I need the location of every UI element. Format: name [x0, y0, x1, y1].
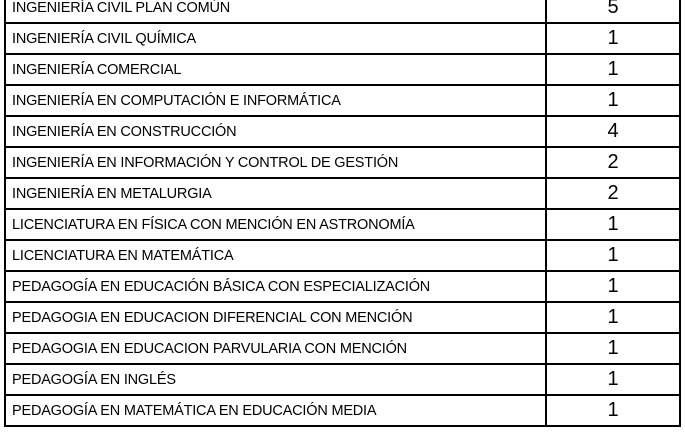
program-name: LICENCIATURA EN FÍSICA CON MENCIÓN EN AS…: [4, 208, 547, 241]
program-count: 1: [545, 363, 681, 396]
program-count: 1: [545, 301, 681, 334]
program-name: LICENCIATURA EN MATEMÁTICA: [4, 239, 547, 272]
program-name: PEDAGOGÍA EN INGLÉS: [4, 363, 547, 396]
program-name: INGENIERÍA EN METALURGIA: [4, 177, 547, 210]
table-row: INGENIERÍA COMERCIAL 1: [4, 53, 681, 86]
table-row: PEDAGOGÍA EN EDUCACIÓN BÁSICA CON ESPECI…: [4, 270, 681, 303]
program-count: 1: [545, 208, 681, 241]
program-count: 5: [545, 0, 681, 24]
table-row: INGENIERÍA EN INFORMACIÓN Y CONTROL DE G…: [4, 146, 681, 179]
table-row: INGENIERÍA EN COMPUTACIÓN E INFORMÁTICA 1: [4, 84, 681, 117]
program-name: INGENIERÍA CIVIL PLAN COMÚN: [4, 0, 547, 24]
table-row: INGENIERÍA EN METALURGIA 2: [4, 177, 681, 210]
table-row: INGENIERÍA CIVIL QUÍMICA 1: [4, 22, 681, 55]
program-name: INGENIERÍA CIVIL QUÍMICA: [4, 22, 547, 55]
program-count: 2: [545, 177, 681, 210]
table: INGENIERÍA CIVIL PLAN COMÚN 5 INGENIERÍA C…: [4, 0, 681, 427]
program-count: 1: [545, 270, 681, 303]
table-row: LICENCIATURA EN FÍSICA CON MENCIÓN EN AS…: [4, 208, 681, 241]
program-name: INGENIERÍA EN COMPUTACIÓN E INFORMÁTICA: [4, 84, 547, 117]
table-row: PEDAGOGÍA EN MATEMÁTICA EN EDUCACIÓN MED…: [4, 394, 681, 427]
program-name: PEDAGOGIA EN EDUCACION DIFERENCIAL CON M…: [4, 301, 547, 334]
program-count: 2: [545, 146, 681, 179]
program-count: 4: [545, 115, 681, 148]
program-name: INGENIERÍA EN CONSTRUCCIÓN: [4, 115, 547, 148]
program-name: INGENIERÍA EN INFORMACIÓN Y CONTROL DE G…: [4, 146, 547, 179]
program-count: 1: [545, 239, 681, 272]
program-count: 1: [545, 53, 681, 86]
program-count: 1: [545, 22, 681, 55]
table-row: PEDAGOGÍA EN INGLÉS 1: [4, 363, 681, 396]
table-row: INGENIERÍA CIVIL PLAN COMÚN 5: [4, 0, 681, 24]
program-count: 1: [545, 84, 681, 117]
program-name: PEDAGOGÍA EN MATEMÁTICA EN EDUCACIÓN MED…: [4, 394, 547, 427]
program-name: INGENIERÍA COMERCIAL: [4, 53, 547, 86]
table-row: INGENIERÍA EN CONSTRUCCIÓN 4: [4, 115, 681, 148]
program-count: 1: [545, 394, 681, 427]
program-name: PEDAGOGIA EN EDUCACION PARVULARIA CON ME…: [4, 332, 547, 365]
table-row: PEDAGOGIA EN EDUCACION PARVULARIA CON ME…: [4, 332, 681, 365]
table-row: PEDAGOGIA EN EDUCACION DIFERENCIAL CON M…: [4, 301, 681, 334]
program-name: PEDAGOGÍA EN EDUCACIÓN BÁSICA CON ESPECI…: [4, 270, 547, 303]
program-count: 1: [545, 332, 681, 365]
table-body: INGENIERÍA CIVIL PLAN COMÚN 5 INGENIERÍA C…: [4, 0, 681, 427]
table-row: LICENCIATURA EN MATEMÁTICA 1: [4, 239, 681, 272]
